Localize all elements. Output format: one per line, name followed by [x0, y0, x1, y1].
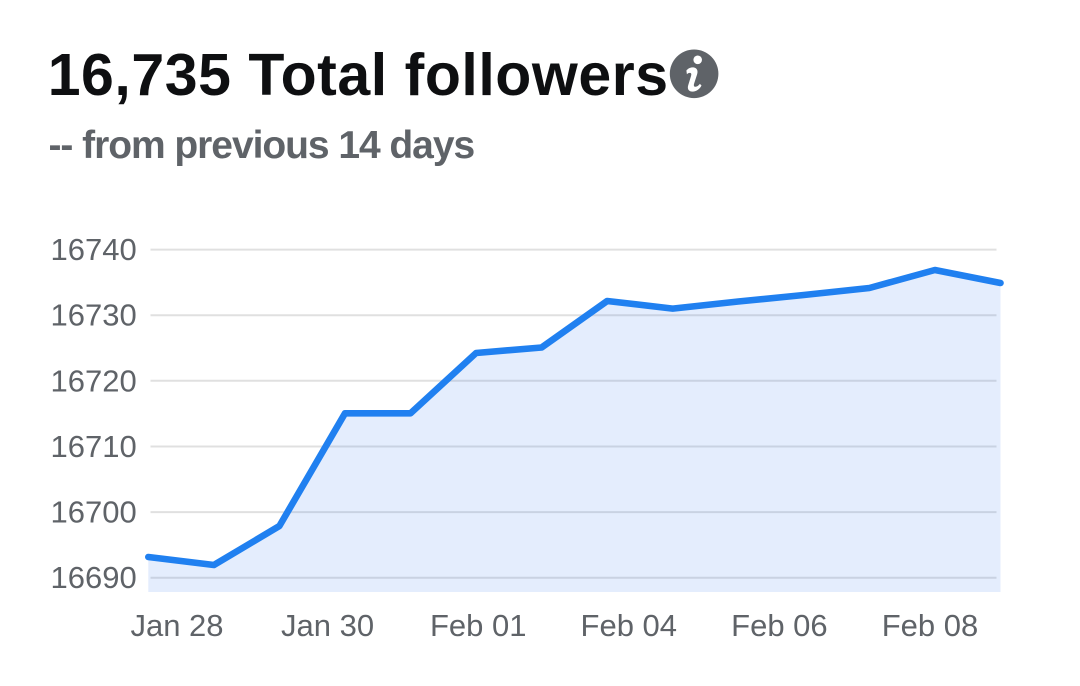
svg-text:Feb 08: Feb 08	[882, 608, 979, 643]
svg-text:Jan 28: Jan 28	[130, 608, 223, 643]
svg-text:16700: 16700	[51, 495, 137, 530]
svg-text:16740: 16740	[51, 232, 137, 267]
svg-text:Feb 06: Feb 06	[731, 608, 828, 643]
svg-text:Feb 04: Feb 04	[581, 608, 678, 643]
svg-text:Jan 30: Jan 30	[281, 608, 374, 643]
svg-text:-- from previous 14 days: -- from previous 14 days	[49, 124, 475, 167]
svg-text:16710: 16710	[51, 429, 137, 464]
svg-text:16690: 16690	[51, 560, 137, 595]
svg-text:16720: 16720	[51, 363, 137, 398]
svg-text:16730: 16730	[51, 298, 137, 333]
svg-text:Feb 01: Feb 01	[430, 608, 527, 643]
svg-text:16,735 Total followers: 16,735 Total followers	[48, 42, 669, 108]
